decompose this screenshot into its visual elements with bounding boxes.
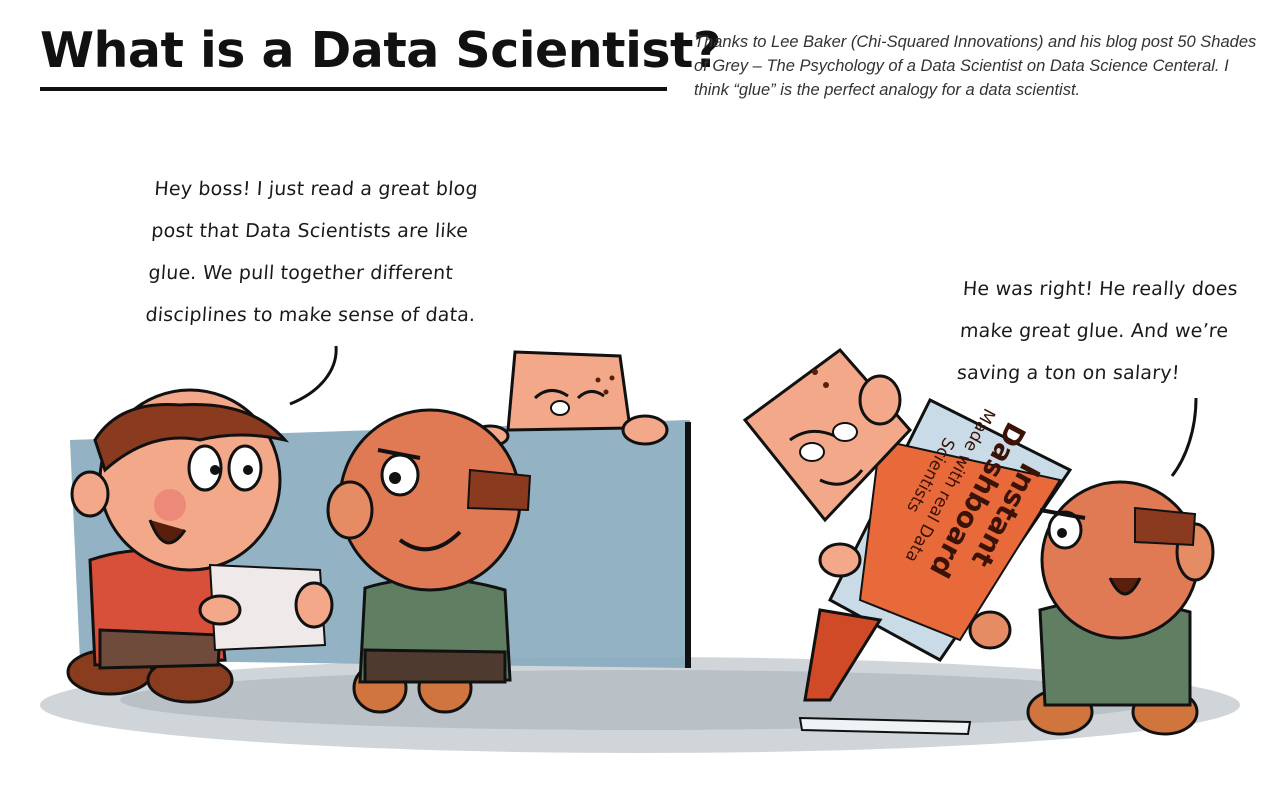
speech-tail-left <box>289 345 338 406</box>
speech-bubble-right: He was right! He really does make great … <box>956 278 1239 384</box>
man-right <box>968 480 1215 736</box>
speech-tail-right <box>1170 397 1198 477</box>
caption-text: Thanks to Lee Baker (Chi-Squared Innovat… <box>694 33 1257 99</box>
speech-bubble-left: Hey boss! I just read a great blog post … <box>144 178 479 326</box>
glue-jar <box>798 397 1073 736</box>
title-underline <box>40 87 667 91</box>
page-title: What is a Data Scientist? <box>40 22 721 79</box>
boss-center <box>326 408 532 714</box>
boy-left <box>66 388 334 704</box>
worker-in-jar <box>742 347 913 578</box>
